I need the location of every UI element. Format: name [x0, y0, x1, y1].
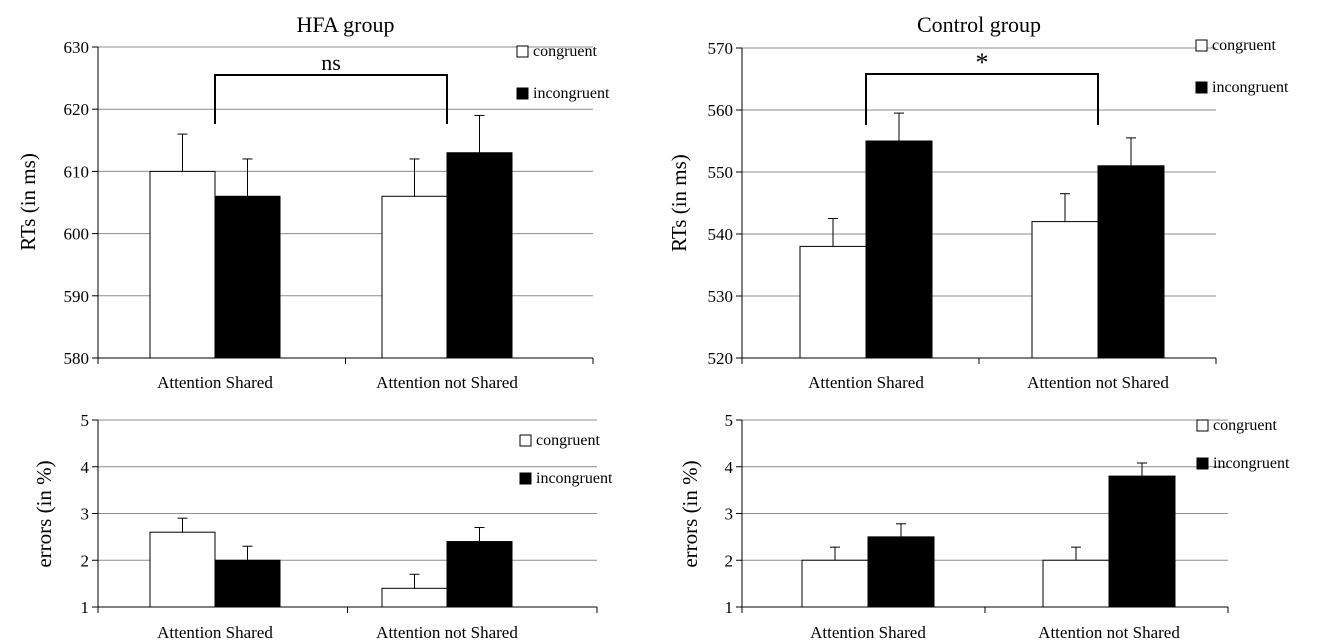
legend-label-congruent: congruent: [533, 43, 598, 60]
bar-incongruent-2: [446, 152, 513, 359]
bar-congruent-2: [1042, 559, 1110, 608]
y-tick-label: 1: [725, 598, 734, 617]
y-tick-label: 3: [725, 505, 734, 524]
y-tick-label: 4: [725, 458, 734, 477]
significance-bracket: [214, 74, 448, 124]
legend-label-congruent: congruent: [1212, 37, 1277, 54]
category-label: Attention not Shared: [1027, 373, 1169, 392]
bar-incongruent-1: [865, 140, 933, 359]
category-label: Attention not Shared: [376, 623, 518, 642]
legend-swatch-congruent: [519, 434, 532, 447]
y-tick-label: 540: [708, 225, 734, 244]
legend-label-incongruent: incongruent: [1213, 455, 1290, 472]
chart-panel-3: 1 2 3 4 5 Attention Shared Attention not Share…: [32, 411, 613, 642]
y-tick-label: 5: [725, 411, 734, 430]
y-tick-label: 630: [64, 38, 90, 57]
bar-congruent-2: [381, 587, 448, 608]
category-label: Attention Shared: [157, 623, 273, 642]
legend-swatch-incongruent: [516, 87, 529, 100]
bar-congruent-1: [149, 170, 216, 359]
y-tick-label: 2: [81, 551, 90, 570]
bar-congruent-1: [799, 245, 867, 359]
legend-label-incongruent: incongruent: [533, 85, 610, 102]
y-axis-label: RTs (in ms): [16, 153, 40, 251]
bar-incongruent-1: [214, 195, 281, 359]
chart-panel-2: 520 530 540 550 560 570 Attention Shared Attent…: [667, 12, 1289, 392]
y-tick-label: 530: [708, 287, 734, 306]
category-label: Attention not Shared: [376, 373, 518, 392]
legend-label-congruent: congruent: [1213, 417, 1278, 434]
y-tick-label: 560: [708, 101, 734, 120]
y-tick-label: 580: [64, 349, 90, 368]
legend-swatch-incongruent: [519, 472, 532, 485]
y-axis-label: errors (in %): [32, 460, 56, 567]
legend-label-congruent: congruent: [536, 432, 601, 449]
bar-incongruent-2: [446, 541, 513, 608]
y-tick-label: 5: [81, 411, 90, 430]
y-tick-label: 620: [64, 100, 90, 119]
significance-label: *: [976, 48, 989, 77]
chart-panel-1: 580 590 600 610 620 630 Attention Shared Attent…: [16, 12, 610, 392]
bar-incongruent-1: [867, 536, 935, 608]
y-tick-label: 610: [64, 162, 90, 181]
category-label: Attention Shared: [810, 623, 926, 642]
chart-panel-4: 1 2 3 4 5 Attention Shared Attention not Share…: [678, 411, 1290, 642]
legend-swatch-congruent: [1195, 39, 1208, 52]
y-axis-label: RTs (in ms): [667, 154, 691, 252]
y-tick-label: 3: [81, 505, 90, 524]
legend-swatch-incongruent: [1195, 81, 1208, 94]
legend-swatch-congruent: [1196, 419, 1209, 432]
y-tick-label: 1: [81, 598, 90, 617]
y-axis-label: errors (in %): [678, 460, 702, 567]
chart-title: HFA group: [297, 12, 395, 37]
bar-incongruent-1: [214, 559, 281, 608]
bar-congruent-1: [801, 559, 869, 608]
significance-bracket: [865, 73, 1099, 125]
legend-label-incongruent: incongruent: [1212, 79, 1289, 96]
legend-swatch-congruent: [516, 45, 529, 58]
significance-label: ns: [321, 50, 341, 75]
y-tick-label: 550: [708, 163, 734, 182]
y-tick-label: 600: [64, 225, 90, 244]
category-label: Attention Shared: [808, 373, 924, 392]
category-label: Attention not Shared: [1038, 623, 1180, 642]
legend-label-incongruent: incongruent: [536, 470, 613, 487]
bar-congruent-1: [149, 531, 216, 608]
category-label: Attention Shared: [157, 373, 273, 392]
bar-incongruent-2: [1097, 165, 1165, 359]
y-tick-label: 590: [64, 287, 90, 306]
y-tick-label: 2: [725, 551, 734, 570]
chart-title: Control group: [917, 12, 1041, 37]
bar-congruent-2: [381, 195, 448, 359]
legend-swatch-incongruent: [1196, 457, 1209, 470]
bar-congruent-2: [1031, 221, 1099, 359]
y-tick-label: 4: [81, 458, 90, 477]
bar-incongruent-2: [1108, 475, 1176, 608]
y-tick-label: 570: [708, 39, 734, 58]
y-tick-label: 520: [708, 349, 734, 368]
